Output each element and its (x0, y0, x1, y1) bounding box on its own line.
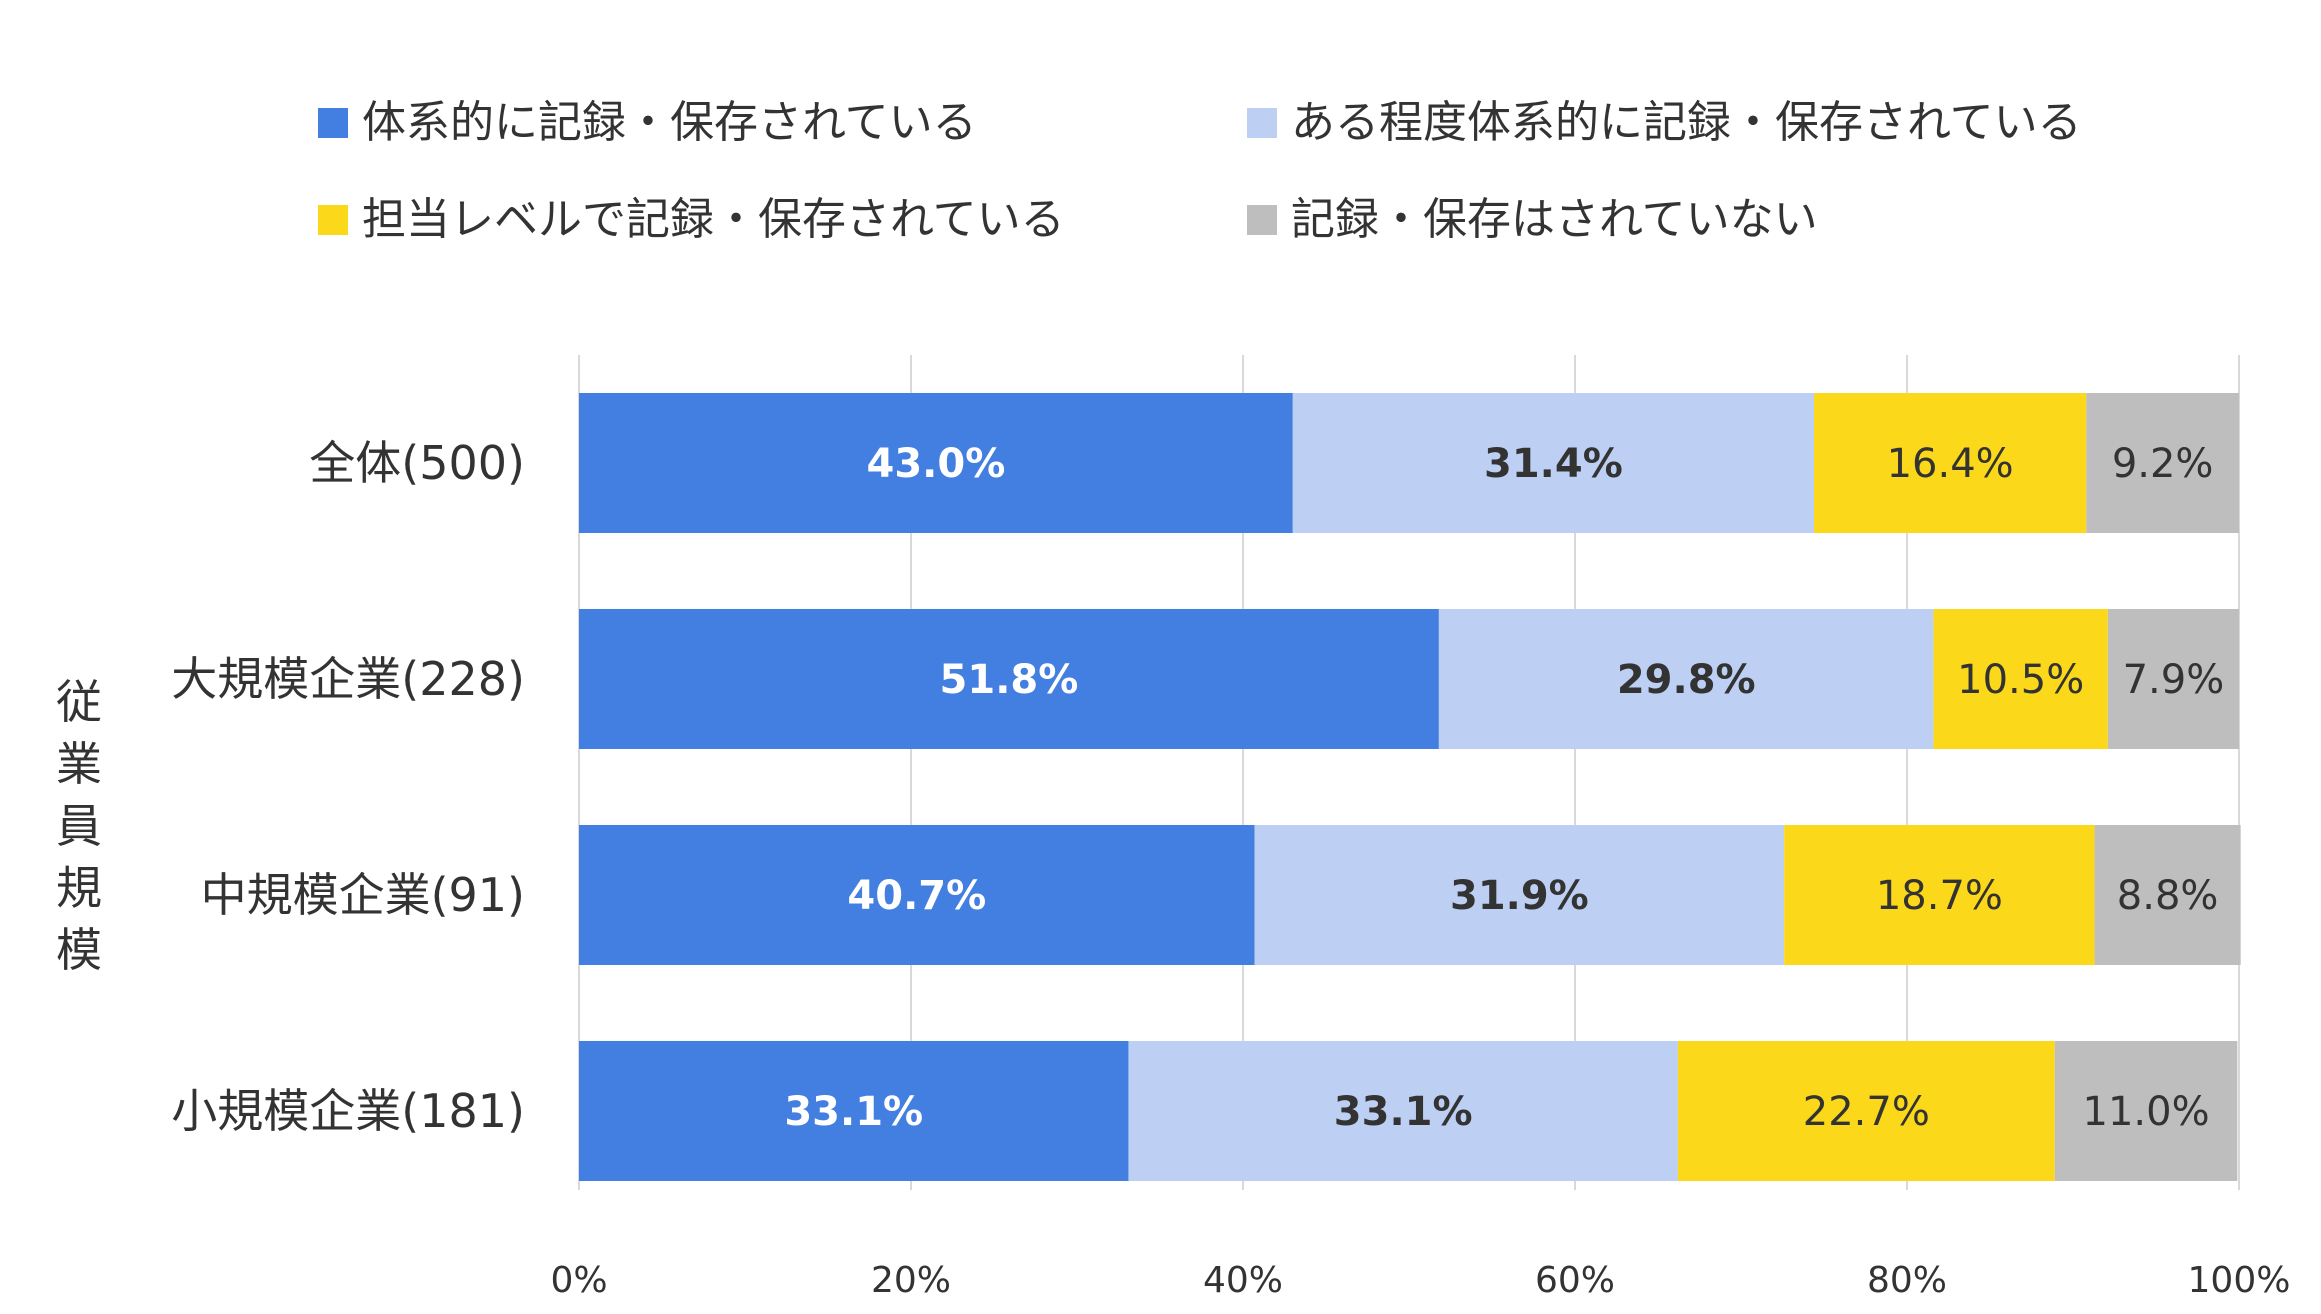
data-label: 10.5% (1957, 657, 2084, 703)
bar-segment (1933, 609, 2108, 749)
bar-segment (1784, 825, 2095, 965)
bar-segment (2054, 1041, 2238, 1181)
data-label: 31.4% (1484, 441, 1623, 487)
legend-swatch (1247, 205, 1277, 235)
bar-segment (2086, 393, 2239, 533)
legend-label: 担当レベルで記録・保存されている (362, 194, 1065, 245)
x-tick-label: 80% (1867, 1260, 1947, 1301)
category-label: 中規模企業(91) (201, 868, 525, 922)
data-label: 43.0% (867, 441, 1006, 487)
y-axis-label-char: 規 (56, 861, 102, 915)
x-tick-label: 20% (871, 1260, 951, 1301)
x-axis-ticks: 0% 20% 40% 60% 80% 100% (550, 1260, 2290, 1301)
bar-segment (1128, 1041, 1678, 1181)
legend-swatch (318, 108, 348, 138)
data-label: 33.1% (784, 1089, 923, 1135)
bar-segment (2107, 609, 2239, 749)
value-labels: 43.0% 31.4% 16.4% 9.2% 51.8% 29.8% 10.5% 7.9% 40… (784, 441, 2224, 1135)
data-label: 18.7% (1876, 873, 2003, 919)
legend-label: 体系的に記録・保存されている (362, 97, 977, 148)
legend: 体系的に記録・保存されている ある程度体系的に記録・保存されている担当レベルで記録… (318, 97, 2082, 245)
category-label: 小規模企業(181) (171, 1084, 525, 1138)
bar-segment (579, 393, 1293, 533)
data-label: 7.9% (2123, 657, 2225, 703)
bar-segment (579, 1041, 1129, 1181)
bar-segment (579, 609, 1439, 749)
bar-segment (1438, 609, 1934, 749)
bars (579, 393, 2241, 1181)
y-axis-label-char: 従 (56, 675, 102, 729)
legend-label: 記録・保存はされていない (1291, 194, 1818, 245)
data-label: 29.8% (1617, 657, 1756, 703)
y-axis-label-char: 業 (56, 737, 102, 791)
x-tick-label: 100% (2188, 1260, 2291, 1301)
legend-swatch (318, 205, 348, 235)
data-label: 40.7% (847, 873, 986, 919)
legend-label: ある程度体系的に記録・保存されている (1291, 97, 2082, 148)
bar-segment (1677, 1041, 2055, 1181)
data-label: 51.8% (940, 657, 1079, 703)
data-label: 11.0% (2083, 1089, 2210, 1135)
x-tick-label: 60% (1535, 1260, 1615, 1301)
legend-swatch (1247, 108, 1277, 138)
bar-segment (2094, 825, 2241, 965)
data-label: 31.9% (1450, 873, 1589, 919)
category-label: 全体(500) (309, 436, 525, 490)
bar-segment (1254, 825, 1785, 965)
bar-segment (579, 825, 1255, 965)
y-axis-label-char: 員 (56, 799, 102, 853)
data-label: 22.7% (1803, 1089, 1930, 1135)
data-label: 16.4% (1887, 441, 2014, 487)
data-label: 8.8% (2117, 873, 2219, 919)
x-tick-label: 40% (1203, 1260, 1283, 1301)
category-labels: 全体(500) 大規模企業(228) 中規模企業(91) 小規模企業(181) (171, 436, 525, 1138)
y-axis-label-char: 模 (56, 923, 102, 977)
data-label: 33.1% (1334, 1089, 1473, 1135)
category-label: 大規模企業(228) (171, 652, 525, 706)
data-label: 9.2% (2112, 441, 2214, 487)
bar-segment (1292, 393, 1815, 533)
bar-segment (1814, 393, 2087, 533)
x-tick-label: 0% (550, 1260, 607, 1301)
